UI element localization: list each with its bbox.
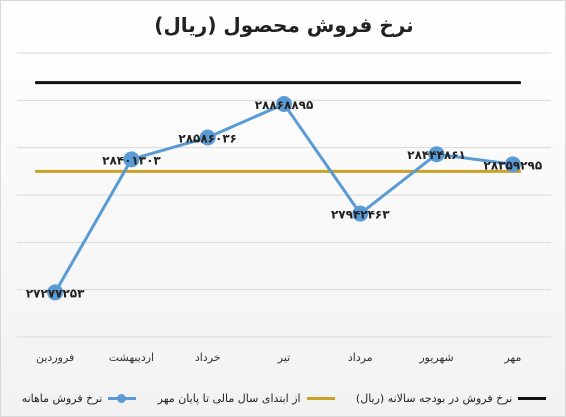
data-label: ۲۷۹۴۲۴۶۳ bbox=[331, 208, 390, 222]
x-tick-label: خرداد bbox=[195, 351, 221, 364]
plot-area: ۲۷۲۷۷۲۵۳ ۲۸۴۰۱۳۰۳ ۲۸۵۸۶۰۳۶ ۲۸۸۶۸۸۹۵ ۲۷۹۴۲۴۶۳… bbox=[17, 52, 551, 364]
legend-swatch-ytd bbox=[306, 396, 335, 400]
x-tick-label: شهریور bbox=[418, 351, 453, 364]
data-label: ۲۸۵۸۶۰۳۶ bbox=[178, 131, 237, 145]
legend-label-budget: نرخ فروش در بودجه سالانه (ریال) bbox=[355, 391, 513, 405]
data-label: ۲۸۳۵۹۲۹۵ bbox=[484, 158, 543, 172]
legend-label-ytd: از ابتدای سال مالی تا پایان مهر bbox=[157, 391, 301, 405]
chart-title: نرخ فروش محصول (ریال) bbox=[154, 13, 414, 37]
x-tick-label: اردیبهشت bbox=[109, 351, 154, 364]
legend-swatch-budget bbox=[518, 396, 547, 400]
data-point bbox=[352, 205, 369, 222]
data-point bbox=[199, 129, 216, 146]
legend-item-monthly: نرخ فروش ماهانه bbox=[22, 392, 137, 405]
data-point bbox=[123, 151, 140, 168]
data-point bbox=[428, 146, 445, 163]
data-label: ۲۸۴۰۱۳۰۳ bbox=[102, 153, 161, 167]
legend-swatch-monthly bbox=[108, 393, 137, 403]
data-label: ۲۸۴۴۴۸۶۱ bbox=[407, 148, 466, 162]
x-tick-label: مرداد bbox=[348, 351, 373, 364]
x-tick-label: مهر bbox=[503, 351, 521, 364]
x-tick-label: تیر bbox=[277, 351, 290, 364]
x-tick-label: فروردین bbox=[36, 351, 74, 364]
data-point bbox=[276, 96, 292, 113]
monthly-series-line bbox=[53, 102, 514, 294]
legend: نرخ فروش ماهانه از ابتدای سال مالی تا پا… bbox=[11, 385, 557, 411]
data-label: ۲۸۸۶۸۸۹۵ bbox=[255, 98, 314, 112]
data-label: ۲۷۲۷۷۲۵۳ bbox=[26, 286, 85, 300]
data-point bbox=[504, 156, 521, 173]
legend-item-ytd: از ابتدای سال مالی تا پایان مهر bbox=[158, 392, 335, 405]
legend-item-budget: نرخ فروش در بودجه سالانه (ریال) bbox=[355, 391, 547, 405]
legend-label-monthly: نرخ فروش ماهانه bbox=[21, 391, 103, 405]
data-point bbox=[47, 284, 64, 301]
